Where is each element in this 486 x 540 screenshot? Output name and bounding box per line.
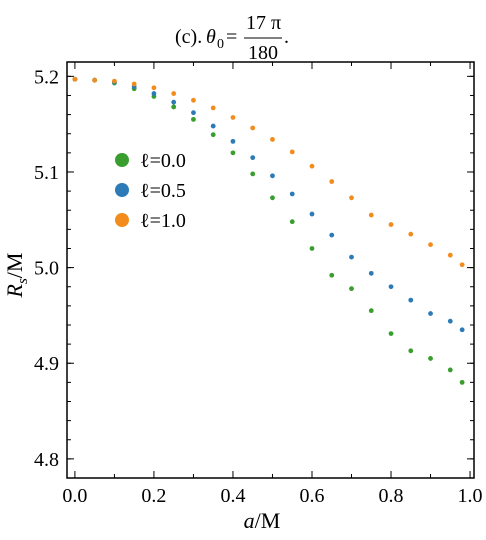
data-point — [289, 191, 295, 197]
data-point — [289, 149, 295, 155]
y-tick-label: 5.2 — [34, 66, 59, 88]
data-point — [92, 77, 98, 83]
data-point — [72, 76, 78, 82]
data-point — [388, 284, 394, 290]
data-point — [309, 211, 315, 217]
title-prefix: (c). — [175, 26, 202, 48]
data-point — [191, 110, 196, 116]
y-axis-label-unit: /M — [2, 253, 27, 279]
data-point — [309, 246, 315, 251]
data-point — [329, 232, 335, 238]
axis-ticks: 0.0 0.2 0.4 0.6 0.8 1.0 4.8 4.9 5.0 5.1 5.2 — [34, 62, 483, 507]
data-point — [459, 262, 465, 268]
data-point — [447, 318, 453, 324]
legend-marker — [115, 213, 129, 227]
data-point — [428, 242, 433, 248]
legend-label: ℓ=1.0 — [140, 210, 186, 232]
data-point — [112, 78, 117, 84]
legend-label: ℓ=0.5 — [140, 180, 186, 202]
data-point — [309, 163, 315, 169]
x-tick-label: 0.0 — [62, 485, 87, 507]
plot-border — [66, 61, 475, 479]
x-axis-label-unit: /M — [255, 508, 281, 533]
legend-label: ℓ=0.0 — [140, 150, 186, 172]
data-point — [447, 252, 453, 258]
data-point — [230, 138, 236, 144]
x-tick-label: 1.0 — [458, 485, 483, 507]
data-point — [250, 155, 256, 161]
data-point — [408, 297, 414, 303]
data-point — [270, 195, 275, 201]
y-axis-label-var: R — [2, 283, 27, 298]
data-point — [428, 356, 433, 361]
data-point — [230, 150, 236, 156]
series-2 — [72, 76, 465, 268]
y-tick-label: 4.8 — [34, 449, 59, 471]
x-tick-label: 0.6 — [299, 485, 324, 507]
legend-marker — [115, 153, 129, 167]
data-point — [459, 379, 465, 385]
data-point — [210, 123, 216, 129]
data-point — [368, 308, 374, 314]
data-point — [270, 137, 275, 142]
y-tick-label: 5.0 — [34, 258, 59, 280]
data-point — [388, 331, 394, 336]
y-tick-label: 5.1 — [34, 162, 59, 184]
data-point — [459, 327, 465, 333]
legend-marker — [115, 183, 129, 197]
data-point — [349, 254, 354, 260]
title-equals: = — [226, 26, 237, 48]
y-axis-label: Rs/M — [2, 253, 31, 299]
title-theta: θ — [206, 26, 216, 48]
data-point — [408, 231, 414, 237]
data-point — [408, 348, 414, 354]
title-denominator: 180 — [248, 42, 278, 64]
x-tick-label: 0.2 — [141, 485, 166, 507]
y-tick-label: 4.9 — [34, 353, 59, 375]
data-point — [289, 219, 295, 225]
data-point — [250, 171, 256, 177]
data-point — [428, 311, 433, 316]
title-subscript: 0 — [217, 37, 224, 52]
data-point — [270, 173, 275, 179]
x-axis-label: a/M — [244, 508, 281, 533]
data-point — [210, 132, 216, 138]
data-point — [171, 99, 177, 105]
chart-title: (c). θ 0 = 17 π 180 . — [175, 12, 289, 64]
data-point — [329, 272, 335, 278]
x-axis-label-var: a — [244, 508, 255, 533]
data-point — [388, 222, 394, 227]
data-point — [368, 212, 374, 218]
data-point — [151, 85, 157, 91]
data-point — [191, 116, 196, 122]
data-point — [151, 91, 157, 96]
data-point — [191, 97, 196, 103]
data-point — [171, 104, 177, 110]
series-0 — [72, 76, 465, 385]
x-tick-label: 0.8 — [379, 485, 404, 507]
data-point — [349, 195, 354, 201]
y-axis-label-sub: s — [15, 278, 31, 284]
data-point — [131, 81, 137, 87]
data-point — [210, 105, 216, 111]
data-point — [349, 286, 354, 292]
series-1 — [72, 76, 465, 333]
data-point — [171, 91, 177, 96]
plot-frame — [66, 61, 475, 479]
data-point — [368, 270, 374, 276]
title-numerator: 17 π — [246, 12, 281, 34]
data-point — [250, 125, 256, 131]
data-point — [230, 115, 236, 120]
legend: ℓ=0.0 ℓ=0.5 ℓ=1.0 — [115, 150, 186, 232]
data-point — [447, 367, 453, 373]
x-tick-label: 0.4 — [220, 485, 245, 507]
title-suffix: . — [284, 26, 289, 48]
data-point — [329, 179, 335, 184]
data-points — [72, 76, 465, 385]
